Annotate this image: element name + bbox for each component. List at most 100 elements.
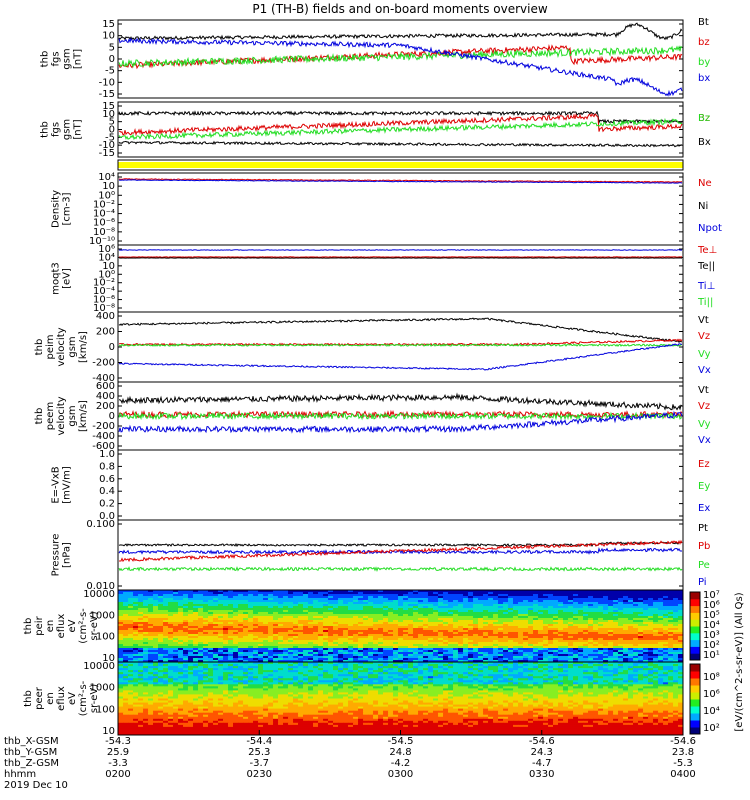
panel-0-ytick: -5 [105, 66, 115, 77]
legend-Vz: Vz [698, 331, 710, 342]
panel-0-ytick: 5 [109, 42, 115, 53]
legend-Vz: Vz [698, 401, 710, 412]
panel-7-ytick: 0.8 [99, 461, 115, 472]
legend-Vt: Vt [698, 385, 709, 396]
series-Pi [119, 549, 682, 554]
panel-10-data [118, 662, 684, 736]
xaxis-tick-y: 24.3 [531, 747, 553, 758]
colorbar-label: [eV/(cm^2-s-sr-eV)] (All Qs) [734, 592, 745, 731]
panel-7-ytick: 1.0 [99, 449, 115, 460]
colorbar-top-seg [690, 592, 700, 599]
series-Vt-e [119, 394, 682, 409]
series-Vt [119, 318, 682, 342]
xaxis-tick-z: -3.3 [108, 758, 128, 769]
panel-6-ylabel-line: velocity [56, 396, 67, 435]
xaxis-row-label: thb_Z-GSM [4, 758, 59, 769]
colorbar-bottom-tick: 10⁴ [703, 706, 720, 717]
xaxis-tick-t: 0300 [388, 769, 413, 780]
colorbar-top-tick: 10¹ [703, 650, 720, 661]
panel-6-data [119, 394, 682, 432]
legend-Ni: Ni [698, 201, 708, 212]
panel-7-ylabel-line: [mV/m] [62, 466, 73, 504]
panel-0: thb fgs gsm [nT] 151050-5-10-15 Bt bz by bx [40, 17, 711, 100]
legend-Bt: Bt [698, 17, 709, 28]
panel-8-data [119, 541, 682, 571]
panel-10-ylabel-line: eflux [56, 686, 67, 711]
series-Vx [119, 344, 682, 370]
legend-Ti⊥: Ti⊥ [697, 281, 715, 292]
colorbar: 10⁷10⁶10⁵10⁴10³10²10¹10⁸10⁶10⁴10² [eV/(cm… [690, 590, 745, 735]
panel-1-ytick: -15 [99, 148, 115, 159]
colorbar-top-seg [690, 599, 700, 606]
panel-7-ytick: 0.6 [99, 474, 115, 485]
panel-6: thb peem velocity gsm [km/s] 6004002000-200-4… [34, 381, 711, 452]
colorbar-bottom-seg [690, 671, 700, 679]
colorbar-bottom-seg [690, 678, 700, 686]
panel-2 [118, 160, 683, 170]
panel-5-data [119, 318, 682, 370]
panel-0-ylabel-line: thb [40, 51, 51, 68]
panel-0-data [119, 23, 682, 95]
panel-9-ylabel-line: eV [67, 619, 78, 632]
colorbar-top-seg [690, 646, 700, 653]
xaxis-tick-z: -4.2 [391, 758, 411, 769]
xaxis-row-label: 2019 Dec 10 [4, 780, 68, 791]
panel-0-ylabel-line: gsm [62, 48, 73, 69]
panel-5-ytick: 200 [96, 327, 115, 338]
colorbar-top-seg [690, 633, 700, 640]
panels: thb fgs gsm [nT]151050-5-10-15Btbzbybxthb fg… [23, 17, 722, 737]
series-Vz [119, 339, 682, 345]
panel-8: Pressure [nPa] 0.100 0.010 Pt Pb Pe Pi [51, 519, 711, 592]
colorbar-bottom-seg [690, 706, 700, 714]
panel-6-ylabel-line: thb [34, 408, 45, 425]
colorbar-bottom-seg [690, 664, 700, 672]
series-Bt [119, 23, 682, 39]
panel-7-frame [118, 450, 683, 520]
panel-4: moqt3 [eV]10⁶10⁴10⁲10⁰10⁻²10⁻⁴10⁻⁶10⁻⁸Te⊥… [51, 244, 718, 314]
legend-Ne: Ne [698, 178, 712, 189]
colorbar-bottom-tick: 10⁸ [703, 672, 720, 683]
panel-5-ytick: 400 [96, 311, 115, 322]
panel-9-data [118, 590, 684, 663]
colorbar-bottom-tick: 10² [703, 723, 720, 734]
panel-1-ylabel-line: thb [40, 121, 51, 138]
xaxis-row-label: thb_Y-GSM [4, 747, 57, 758]
legend-bz: bz [698, 37, 710, 48]
panel-8-ytick: 0.100 [86, 519, 115, 530]
panel-4-ylabel-line: [eV] [62, 268, 73, 289]
panel-1: thb fgs gsm [nT]151050-5-10-15BzBzBx [40, 101, 711, 159]
panel-5-frame [118, 312, 683, 382]
xaxis-tick-t: 0400 [670, 769, 695, 780]
xaxis-tick-x: -54.3 [105, 736, 131, 747]
colorbar-bottom-seg [690, 699, 700, 707]
colorbar-bottom-seg [690, 727, 700, 735]
legend-Vy: Vy [698, 419, 711, 430]
legend-by: by [698, 57, 710, 68]
colorbar-top-seg [690, 612, 700, 619]
xaxis-tick-z: -4.7 [532, 758, 552, 769]
panel-5-ylabel-line: thb [34, 339, 45, 356]
legend-Pb: Pb [698, 541, 710, 552]
panel-9-ylabel-line: eflux [56, 614, 67, 639]
panel-0-ylabel-line: fgs [51, 51, 62, 66]
colorbar-top-seg [690, 619, 700, 626]
panel-5-ylabel-line: peim [45, 334, 56, 359]
colorbar-top-seg [690, 640, 700, 647]
xaxis-tick-t: 0200 [105, 769, 130, 780]
colorbar-bottom-tick: 10⁶ [703, 689, 720, 700]
panel-10-ytick: 100 [96, 704, 115, 715]
panel-2-data [118, 162, 683, 168]
legend-Vt: Vt [698, 315, 709, 326]
legend-Ez: Ez [698, 459, 710, 470]
panel-9-ylabel-line: peir [34, 615, 45, 635]
panel-9-ylabel-line: en [45, 620, 56, 633]
panel-10-ylabel-line: en [45, 692, 56, 705]
series-Vy-e [119, 413, 682, 419]
panel-9-ytick: 1000 [90, 610, 115, 621]
panel-0-ytick: 10 [102, 31, 115, 42]
chart-title: P1 (TH-B) fields and on-board moments ov… [252, 2, 548, 16]
panel-6-ylabel-line: gsm [67, 405, 78, 426]
colorbar-top-seg [690, 653, 700, 660]
legend-Bz: Bz [698, 113, 710, 124]
